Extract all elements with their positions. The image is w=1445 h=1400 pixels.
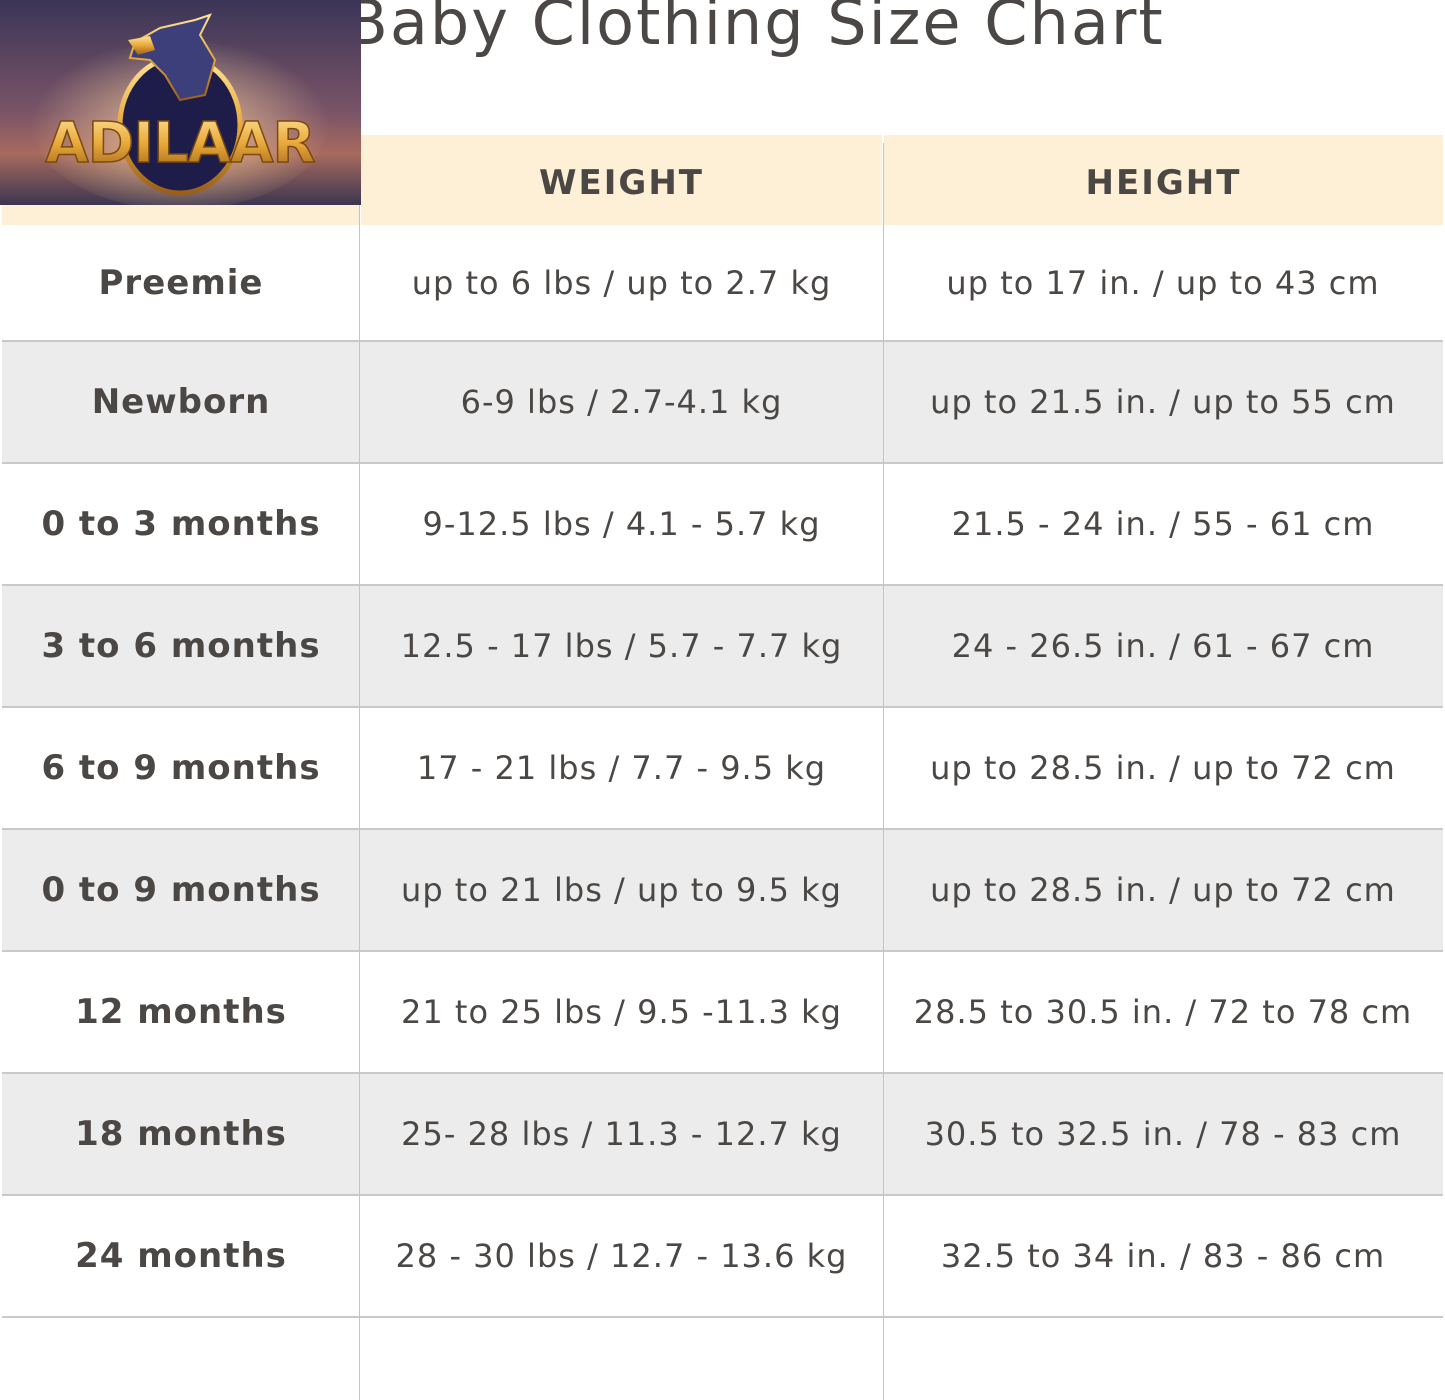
size-cell: 0 to 3 months <box>41 504 321 544</box>
height-cell: up to 28.5 in. / up to 72 cm <box>930 871 1396 909</box>
size-cell: Newborn <box>91 382 271 422</box>
svg-text:ADILAAR: ADILAAR <box>45 111 314 176</box>
height-cell: 28.5 to 30.5 in. / 72 to 78 cm <box>913 993 1413 1031</box>
weight-cell: 28 - 30 lbs / 12.7 - 13.6 kg <box>395 1237 848 1275</box>
table-row: 0 to 3 months 9-12.5 lbs / 4.1 - 5.7 kg 21… <box>2 464 1443 586</box>
table-row: 18 months 25- 28 lbs / 11.3 - 12.7 kg 30.5… <box>2 1074 1443 1196</box>
table-row: Preemie up to 6 lbs / up to 2.7 kg up to 1… <box>2 225 1443 342</box>
table-row: 3 to 6 months 12.5 - 17 lbs / 5.7 - 7.7 k… <box>2 586 1443 708</box>
size-cell: 12 months <box>75 992 287 1032</box>
size-cell: 3 to 6 months <box>41 626 321 666</box>
eagle-icon <box>128 13 217 102</box>
table-row: 0 to 9 months up to 21 lbs / up to 9.5 kg… <box>2 830 1443 952</box>
height-cell: 32.5 to 34 in. / 83 - 86 cm <box>940 1237 1386 1275</box>
weight-cell: 21 to 25 lbs / 9.5 -11.3 kg <box>401 993 842 1031</box>
table-row: 24 months 28 - 30 lbs / 12.7 - 13.6 kg 32.… <box>2 1196 1443 1318</box>
table-row: Newborn 6-9 lbs / 2.7-4.1 kg up to 21.5 in… <box>2 342 1443 464</box>
column-divider <box>883 143 884 1400</box>
page-title: Baby Clothing Size Chart <box>345 0 1165 59</box>
header-weight: WEIGHT <box>539 163 704 203</box>
height-cell: up to 28.5 in. / up to 72 cm <box>930 749 1396 787</box>
weight-cell: 12.5 - 17 lbs / 5.7 - 7.7 kg <box>400 627 843 665</box>
height-cell: 30.5 to 32.5 in. / 78 - 83 cm <box>924 1115 1402 1153</box>
weight-cell: 25- 28 lbs / 11.3 - 12.7 kg <box>401 1115 842 1153</box>
header-cell-weight: WEIGHT <box>361 135 882 225</box>
size-cell: Preemie <box>98 262 264 303</box>
table-row: 12 months 21 to 25 lbs / 9.5 -11.3 kg 28.5… <box>2 952 1443 1074</box>
weight-cell: up to 21 lbs / up to 9.5 kg <box>401 871 842 909</box>
column-divider <box>359 143 360 1400</box>
size-cell: 6 to 9 months <box>41 748 321 788</box>
header-height: HEIGHT <box>1085 163 1242 203</box>
weight-cell: 6-9 lbs / 2.7-4.1 kg <box>460 383 783 421</box>
adilaar-logo: ADILAAR <box>0 0 361 205</box>
height-cell: up to 17 in. / up to 43 cm <box>946 263 1380 302</box>
weight-cell: 17 - 21 lbs / 7.7 - 9.5 kg <box>416 749 827 787</box>
weight-cell: 9-12.5 lbs / 4.1 - 5.7 kg <box>422 505 821 543</box>
height-cell: 21.5 - 24 in. / 55 - 61 cm <box>951 505 1375 543</box>
height-cell: up to 21.5 in. / up to 55 cm <box>930 383 1396 421</box>
size-cell: 24 months <box>75 1236 287 1276</box>
size-cell: 0 to 9 months <box>41 870 321 910</box>
height-cell: 24 - 26.5 in. / 61 - 67 cm <box>951 627 1375 665</box>
table-row: 6 to 9 months 17 - 21 lbs / 7.7 - 9.5 kg u… <box>2 708 1443 830</box>
weight-cell: up to 6 lbs / up to 2.7 kg <box>411 263 832 302</box>
size-cell: 18 months <box>75 1114 287 1154</box>
header-cell-height: HEIGHT <box>884 135 1443 225</box>
